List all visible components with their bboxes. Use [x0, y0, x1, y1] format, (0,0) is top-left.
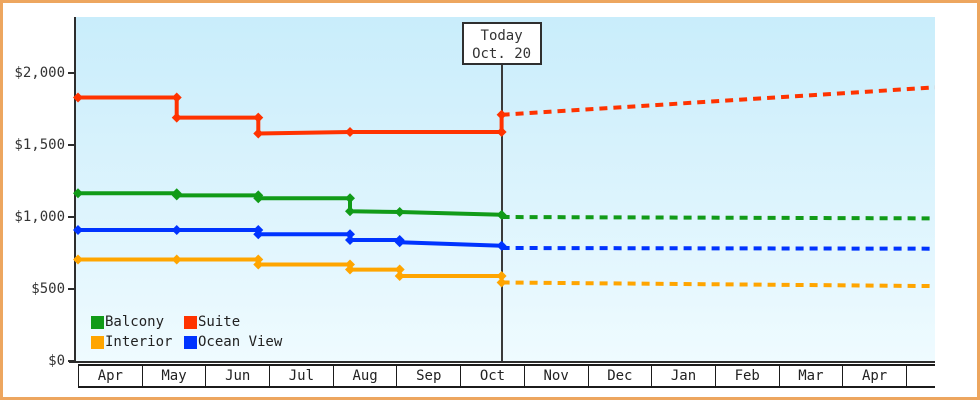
month-cell: Nov — [525, 366, 589, 386]
legend-item-ocean-view: Ocean View — [184, 332, 282, 352]
today-line — [500, 64, 503, 361]
legend-label: Balcony — [105, 314, 165, 330]
legend-label: Interior — [105, 334, 173, 350]
month-cell: Oct — [461, 366, 525, 386]
legend-swatch — [91, 335, 104, 349]
month-cell: Dec — [589, 366, 653, 386]
legend-label: Suite — [198, 314, 241, 330]
y-axis-tick — [68, 288, 75, 290]
month-cell: May — [143, 366, 207, 386]
month-cell: Mar — [780, 366, 844, 386]
legend-item-suite: Suite — [184, 312, 282, 332]
legend-swatch — [91, 315, 104, 329]
month-cell: Jan — [652, 366, 716, 386]
y-axis-label: $500 — [31, 281, 65, 297]
plot-area — [76, 17, 935, 361]
month-cell: Aug — [334, 366, 398, 386]
x-axis-month-strip: Apr May Jun Jul Aug Sep Oct Nov Dec Jan Feb Mar Apr — [78, 364, 935, 388]
y-axis-label: $1,500 — [14, 137, 65, 153]
legend-item-interior: Interior — [91, 332, 184, 352]
today-flag-line1: Today — [480, 28, 523, 44]
month-cell: Jun — [206, 366, 271, 386]
month-cell: Sep — [397, 366, 462, 386]
month-cell: Apr — [843, 366, 907, 386]
y-axis-tick — [68, 360, 75, 362]
y-axis-tick — [68, 216, 75, 218]
y-axis-line — [74, 17, 76, 363]
today-flag-line2: Oct. 20 — [472, 46, 532, 62]
month-cell: Jul — [270, 366, 334, 386]
legend-item-balcony: Balcony — [91, 312, 184, 332]
y-axis-label: $1,000 — [14, 209, 65, 225]
today-flag: Today Oct. 20 — [461, 22, 542, 65]
y-axis-label: $2,000 — [14, 65, 65, 81]
legend-swatch — [184, 315, 197, 329]
month-cell: Apr — [79, 366, 143, 386]
x-axis-line — [69, 361, 935, 363]
legend-label: Ocean View — [198, 334, 283, 350]
y-axis-label: $0 — [48, 353, 65, 369]
month-cell: Feb — [716, 366, 780, 386]
month-cell-partial — [907, 366, 935, 386]
legend: Balcony Suite Interior Ocean View — [91, 312, 282, 352]
y-axis-tick — [68, 72, 75, 74]
legend-swatch — [184, 335, 197, 349]
y-axis-tick — [68, 144, 75, 146]
